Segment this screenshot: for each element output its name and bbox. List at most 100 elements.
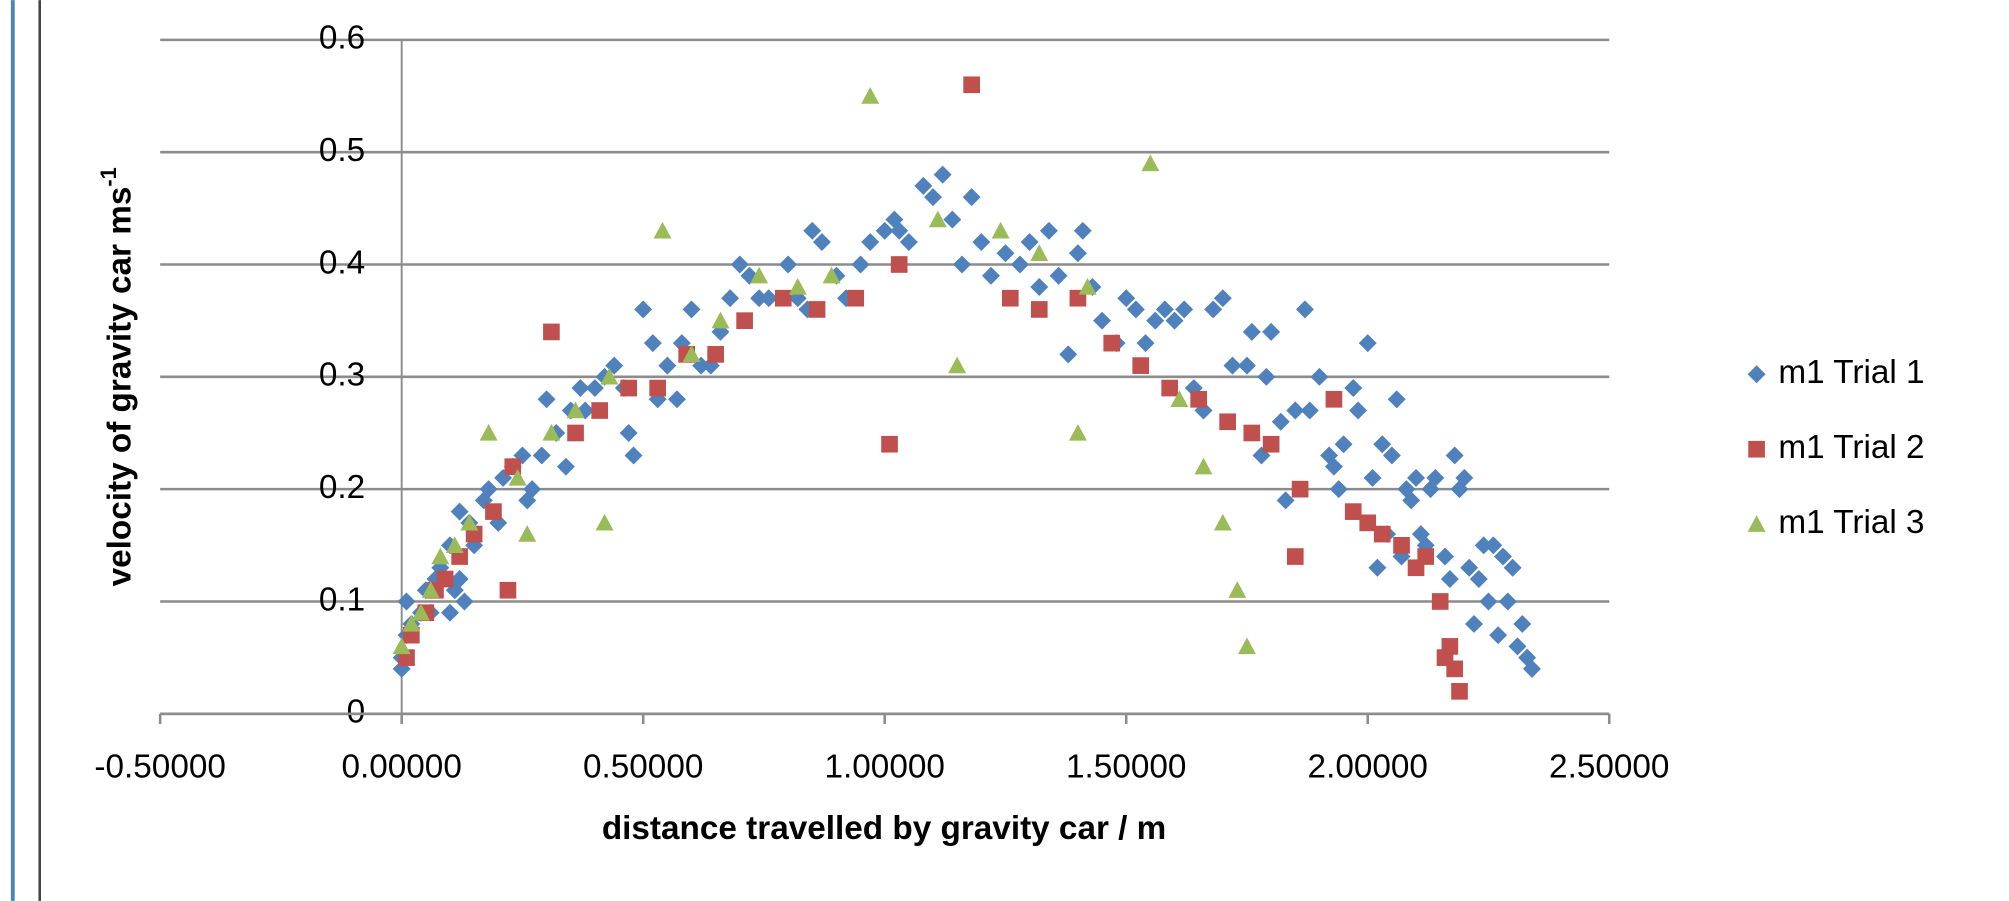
data-point <box>924 188 942 207</box>
y-tick-label: 0.4 <box>319 244 365 281</box>
data-point <box>847 289 865 307</box>
data-point <box>788 278 807 295</box>
legend-marker <box>1748 440 1765 458</box>
data-point <box>436 570 454 588</box>
data-point <box>1223 356 1242 375</box>
data-point <box>982 266 1000 285</box>
data-point <box>591 402 609 419</box>
data-point <box>1238 356 1256 375</box>
data-point <box>523 480 542 499</box>
x-tick-label: 0.50000 <box>583 749 703 786</box>
data-point <box>543 323 560 341</box>
data-point <box>890 221 909 240</box>
data-point <box>1141 154 1160 172</box>
x-tick-label: 2.50000 <box>1549 749 1669 786</box>
data-point <box>1276 491 1295 510</box>
data-point <box>455 592 474 611</box>
data-point <box>1083 278 1102 296</box>
y-tick-label: 0 <box>347 694 366 731</box>
data-point <box>682 300 701 319</box>
data-point <box>634 300 653 319</box>
data-point <box>1146 311 1165 330</box>
data-point <box>571 379 590 398</box>
data-point <box>736 312 753 329</box>
data-point <box>1175 300 1194 319</box>
data-point <box>485 503 502 520</box>
data-point <box>1219 413 1236 431</box>
data-point <box>928 210 947 228</box>
data-point <box>943 210 962 229</box>
y-tick-label: 0.3 <box>319 357 365 394</box>
data-point <box>750 266 769 284</box>
data-point <box>1334 435 1353 454</box>
data-point <box>1368 558 1387 577</box>
data-point <box>1030 244 1049 261</box>
x-tick-label: -0.50000 <box>94 749 225 786</box>
data-point <box>1329 480 1348 499</box>
data-point <box>1344 379 1363 398</box>
data-point <box>542 424 561 441</box>
y-tick-label: 0.2 <box>319 469 365 506</box>
y-axis-title-superscript: -1 <box>96 167 121 186</box>
data-point <box>1204 300 1223 319</box>
data-point <box>1494 547 1512 566</box>
data-point <box>508 468 527 486</box>
data-point <box>1503 558 1522 577</box>
legend-marker <box>1747 515 1766 532</box>
data-point <box>890 256 908 273</box>
data-point <box>518 525 537 542</box>
data-point <box>875 221 894 240</box>
data-point <box>972 233 991 252</box>
data-point <box>1126 300 1145 319</box>
data-point <box>1440 570 1459 588</box>
data-point <box>682 345 701 363</box>
data-point <box>445 536 464 553</box>
data-point <box>991 221 1010 239</box>
data-point <box>1382 446 1401 465</box>
data-point <box>1431 593 1449 610</box>
data-point <box>1001 289 1019 307</box>
data-point <box>1349 401 1368 420</box>
data-point <box>1117 289 1136 308</box>
data-point <box>431 547 450 565</box>
data-point <box>620 379 638 397</box>
data-point <box>441 603 459 622</box>
data-point <box>653 221 672 239</box>
data-point <box>1393 536 1410 554</box>
data-point <box>402 614 421 632</box>
legend-marker <box>1747 365 1766 384</box>
data-point <box>1155 300 1174 319</box>
data-point <box>1262 435 1280 453</box>
data-point <box>1161 379 1179 397</box>
data-point <box>1436 547 1454 566</box>
x-tick-label: 2.00000 <box>1308 749 1428 786</box>
data-point <box>962 188 981 207</box>
data-point <box>1344 503 1362 520</box>
data-point <box>1039 221 1058 240</box>
data-point <box>881 435 898 453</box>
y-tick-label: 0.6 <box>319 20 365 57</box>
data-point <box>567 424 584 442</box>
x-tick-label: 0.00000 <box>341 749 461 786</box>
data-point <box>861 233 880 252</box>
data-point <box>1445 446 1464 465</box>
data-point <box>1093 311 1112 330</box>
data-point <box>1242 322 1261 341</box>
data-point <box>1286 548 1304 565</box>
data-point <box>1271 412 1290 431</box>
data-point <box>774 289 792 307</box>
data-point <box>1441 638 1459 655</box>
data-point <box>1213 513 1232 531</box>
y-axis-title: velocity of gravity car ms-1 <box>96 167 139 586</box>
data-point <box>1257 367 1276 386</box>
data-point <box>1213 289 1232 308</box>
data-point <box>566 401 585 419</box>
data-point <box>1170 390 1189 407</box>
data-point <box>1136 334 1155 353</box>
data-point <box>1474 536 1493 555</box>
data-point <box>1194 457 1213 475</box>
data-point <box>412 603 430 621</box>
data-point <box>561 401 580 420</box>
